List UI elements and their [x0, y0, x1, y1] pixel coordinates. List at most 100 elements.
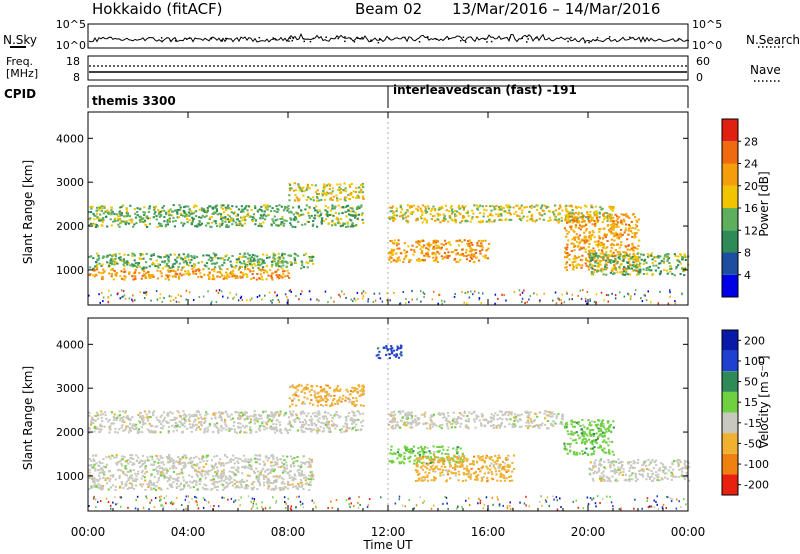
scatter-cell — [209, 488, 212, 491]
scatter-cell — [489, 214, 492, 216]
scatter-cell — [360, 214, 363, 217]
scatter-cell — [605, 251, 608, 254]
scatter-cell — [580, 297, 583, 300]
scatter-cell — [281, 215, 284, 218]
scatter-cell — [482, 255, 485, 258]
scatter-cell — [293, 256, 296, 259]
scatter-cell — [292, 478, 295, 481]
scatter-cell — [288, 199, 291, 202]
scatter-cell — [232, 218, 235, 221]
scatter-cell — [195, 205, 198, 208]
scatter-cell — [194, 272, 198, 275]
scatter-cell — [568, 253, 571, 256]
nsearch-point — [404, 36, 406, 39]
scatter-cell — [148, 217, 152, 220]
scatter-cell — [654, 260, 657, 263]
scatter-cell — [212, 431, 215, 433]
scatter-cell — [585, 205, 588, 208]
scatter-cell — [124, 467, 127, 470]
scatter-cell — [155, 454, 158, 457]
scatter-cell — [530, 213, 534, 216]
scatter-cell — [654, 269, 657, 272]
scatter-cell — [362, 393, 365, 396]
scatter-cell — [442, 213, 445, 216]
scatter-cell — [91, 477, 94, 480]
scatter-cell — [293, 465, 296, 468]
scatter-cell — [220, 483, 223, 486]
scatter-cell — [203, 264, 206, 267]
scatter-cell — [297, 395, 300, 398]
scatter-cell — [124, 410, 127, 413]
scatter-cell — [201, 214, 204, 217]
scatter-cell — [94, 467, 97, 470]
scatter-cell — [225, 428, 228, 431]
scatter-cell — [195, 210, 198, 213]
scatter-cell — [106, 261, 109, 264]
scatter-cell — [265, 207, 268, 210]
scatter-cell — [119, 485, 122, 488]
scatter-cell — [684, 267, 687, 270]
scatter-cell — [333, 398, 336, 400]
scatter-cell — [288, 254, 291, 257]
scatter-cell — [342, 394, 345, 397]
scatter-cell — [565, 262, 568, 265]
scatter-cell — [625, 223, 628, 226]
scatter-cell — [127, 425, 130, 428]
nsearch-point — [185, 38, 188, 40]
scatter-cell — [243, 222, 246, 225]
scatter-cell — [273, 480, 276, 483]
scatter-cell — [506, 212, 509, 214]
scatter-cell — [681, 258, 684, 261]
scatter-cell — [598, 216, 601, 219]
scatter-cell — [125, 425, 128, 428]
scatter-cell — [109, 428, 112, 431]
scatter-cell — [155, 290, 158, 293]
scatter-cell — [339, 429, 342, 432]
scatter-cell — [647, 255, 650, 258]
scatter-cell — [579, 289, 582, 292]
scatter-cell — [120, 289, 123, 292]
scatter-cell — [101, 224, 104, 227]
scatter-cell — [557, 297, 559, 300]
scatter-cell — [402, 261, 405, 263]
scatter-cell — [168, 219, 171, 222]
scatter-cell — [235, 264, 238, 267]
scatter-cell — [604, 264, 607, 267]
scatter-cell — [146, 226, 149, 228]
scatter-cell — [421, 250, 424, 252]
scatter-cell — [565, 247, 568, 250]
scatter-cell — [166, 254, 169, 257]
scatter-cell — [636, 266, 639, 269]
scatter-cell — [138, 218, 141, 221]
scatter-cell — [258, 277, 261, 280]
scatter-cell — [231, 275, 234, 278]
scatter-cell — [206, 460, 209, 462]
scatter-cell — [466, 302, 468, 305]
scatter-cell — [455, 253, 458, 256]
nsearch-point — [169, 39, 172, 42]
scatter-cell — [259, 471, 262, 474]
scatter-cell — [220, 223, 223, 226]
scatter-cell — [473, 204, 476, 207]
scatter-cell — [453, 295, 456, 298]
scatter-cell — [683, 253, 686, 256]
scatter-cell — [124, 221, 127, 224]
scatter-cell — [265, 427, 268, 430]
scatter-cell — [180, 421, 183, 424]
scatter-cell — [158, 215, 161, 218]
scatter-cell — [324, 185, 327, 188]
scatter-cell — [283, 253, 286, 256]
scatter-cell — [187, 418, 190, 421]
scatter-cell — [238, 417, 242, 420]
scatter-cell — [290, 264, 293, 266]
scatter-cell — [125, 483, 128, 486]
scatter-cell — [456, 210, 459, 213]
scatter-cell — [530, 207, 533, 209]
scatter-cell — [197, 417, 200, 420]
scatter-cell — [190, 222, 193, 224]
scatter-cell — [578, 255, 581, 258]
scatter-cell — [404, 255, 407, 258]
scatter-cell — [617, 253, 620, 256]
scatter-cell — [193, 413, 196, 416]
scatter-cell — [152, 482, 156, 485]
